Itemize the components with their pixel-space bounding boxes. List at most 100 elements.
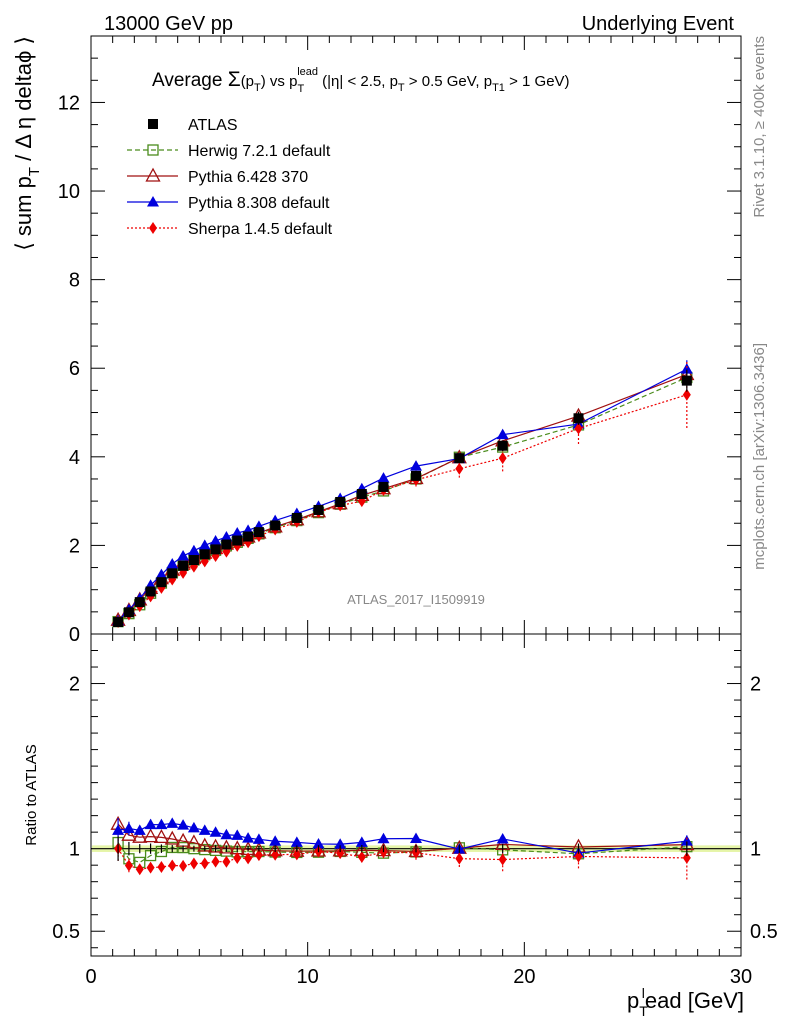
rivet-label: Rivet 3.1.10, ≥ 400k events (751, 36, 768, 218)
plot-title: Average Σ(pT) vs pTlead (|η| < 2.5, pT >… (152, 66, 570, 95)
pythia8-ratio-point (496, 832, 509, 844)
sherpa-ratio-point (124, 859, 133, 872)
atlas-point (123, 607, 134, 618)
sherpa-point (574, 422, 583, 435)
pythia8-ratio-point (410, 832, 422, 843)
sherpa-ratio-point (574, 850, 583, 863)
y-tick-label-ratio: 0.5 (52, 921, 80, 943)
pythia8-ratio-point (355, 836, 368, 847)
pythia8-ratio-point (122, 822, 135, 833)
pythia8-ratio-point (177, 819, 190, 830)
y-tick-label-ratio: 2 (69, 674, 80, 696)
y-axis-label-main: ⟨ sum pT / Δ η deltaϕ ⟩ (11, 36, 43, 251)
atlas-point (497, 440, 508, 451)
legend-label-pythia8: Pythia 8.308 default (188, 195, 330, 212)
sherpa-ratio-point (455, 852, 464, 865)
pythia8-ratio-point (144, 818, 157, 830)
pythia6-ratio-point (164, 830, 180, 845)
y-tick-label-ratio-right: 0.5 (750, 921, 778, 943)
atlas-point (335, 496, 346, 507)
y-tick-label-main: 8 (69, 270, 80, 292)
pythia8-ratio-point (231, 829, 244, 840)
atlas-point (210, 544, 221, 555)
atlas-point (167, 568, 178, 579)
y-tick-label-ratio-right: 1 (750, 839, 761, 861)
atlas-point (145, 586, 156, 597)
atlas-point (454, 453, 465, 464)
atlas-point (291, 512, 302, 523)
pythia6-line (117, 373, 688, 621)
legend-marker-sherpa (149, 222, 157, 234)
pythia8-ratio-point (220, 828, 233, 840)
pythia8-point (209, 534, 222, 546)
x-tick-label: 30 (730, 966, 752, 988)
pythia8-point (231, 527, 244, 538)
legend-marker-pythia6 (145, 167, 161, 182)
sherpa-ratio-point (211, 855, 220, 868)
pythia8-ratio-point (155, 818, 168, 830)
pythia8-point (680, 363, 693, 374)
atlas-point (573, 413, 584, 424)
atlas-point (243, 531, 254, 542)
atlas-point (134, 597, 145, 608)
pythia8-point (177, 550, 190, 561)
y-tick-label-main: 10 (58, 181, 80, 203)
pythia6-ratio-point (218, 839, 235, 854)
pythia8-ratio-point (252, 833, 265, 844)
atlas-point (270, 520, 281, 531)
atlas-point (232, 535, 243, 546)
sherpa-ratio-point (222, 855, 231, 868)
sherpa-ratio-point (146, 861, 155, 874)
y-tick-label-main: 12 (58, 92, 80, 114)
pythia8-ratio-point (290, 836, 303, 847)
atlas-point (188, 555, 199, 566)
analysis-label: ATLAS_2017_I1509919 (347, 592, 485, 607)
sherpa-ratio-point (135, 863, 144, 876)
pythia8-point (187, 544, 200, 556)
y-tick-label-main: 6 (69, 358, 80, 380)
sherpa-ratio-point (168, 859, 177, 872)
pythia8-point (410, 460, 422, 471)
y-axis-label-ratio: Ratio to ATLAS (23, 744, 40, 845)
x-tick-label: 0 (85, 966, 96, 988)
pythia8-ratio-point (133, 824, 146, 835)
sherpa-ratio-point (254, 849, 263, 862)
pythia8-ratio-point (680, 835, 693, 846)
atlas-point (221, 539, 232, 550)
mcplots-label: mcplots.cern.ch [arXiv:1306.3436] (751, 343, 768, 570)
x-axis-label: pTlead [GeV] (627, 985, 744, 1019)
atlas-point (411, 470, 421, 481)
sherpa-line (117, 394, 688, 623)
pythia6-ratio-point (142, 828, 159, 843)
pythia6-ratio-point (132, 828, 148, 843)
pythia8-ratio-point (242, 832, 255, 843)
sherpa-ratio-point (179, 859, 188, 872)
sherpa-ratio-point (412, 846, 420, 859)
atlas-point (313, 504, 324, 515)
sherpa-ratio-point (682, 851, 691, 864)
pythia8-point (198, 539, 211, 550)
herwig-line (117, 376, 688, 623)
sherpa-ratio-point (292, 848, 301, 861)
legend-marker-herwig (147, 144, 159, 156)
pythia8-ratio-point (112, 824, 125, 835)
pythia8-ratio-point (334, 838, 347, 849)
atlas-point (178, 560, 189, 571)
atlas-point (378, 481, 389, 492)
legend-label-pythia6: Pythia 6.428 370 (188, 169, 308, 186)
legend-label-atlas: ATLAS (188, 117, 238, 134)
header-left: 13000 GeV pp (104, 13, 233, 35)
sherpa-ratio-point (244, 852, 253, 865)
pythia8-ratio-point (377, 832, 390, 844)
pythia6-ratio-point (153, 829, 170, 844)
atlas-point (113, 617, 124, 628)
pythia8-ratio-point (209, 826, 222, 837)
pythia8-ratio-point (198, 824, 211, 835)
pythia8-point (166, 558, 179, 569)
atlas-point (199, 549, 210, 560)
y-tick-label-main: 2 (69, 535, 80, 557)
y-tick-label-main: 0 (69, 624, 80, 646)
atlas-point (356, 489, 367, 500)
sherpa-point (682, 388, 691, 401)
legend-label-sherpa: Sherpa 1.4.5 default (188, 221, 333, 238)
